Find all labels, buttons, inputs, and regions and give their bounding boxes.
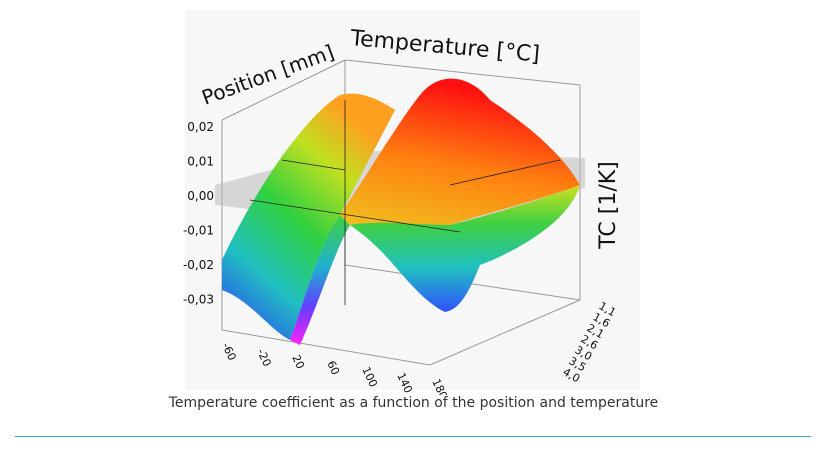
surface-peak xyxy=(340,78,580,226)
surface-bowl xyxy=(350,185,580,312)
tc-tick-label: 0,00 xyxy=(187,189,214,203)
tc-tick-label: 0,02 xyxy=(187,120,214,134)
caption: Temperature coefficient as a function of… xyxy=(168,395,659,411)
divider xyxy=(15,436,811,437)
tc-tick-label: -0,01 xyxy=(183,224,214,238)
surface-valley xyxy=(290,215,350,345)
temperature-tick-label: 60 xyxy=(324,359,342,377)
surface-left xyxy=(222,93,395,340)
tc-axis-label: TC [1/K] xyxy=(596,161,621,250)
temperature-tick-label: 20 xyxy=(289,353,307,371)
surface-plot: 0,020,010,00-0,01-0,02-0,03 -60 -20 20 60 10… xyxy=(182,25,621,395)
cross-lines xyxy=(249,100,561,305)
tc-tick-label: -0,03 xyxy=(183,293,214,307)
tc-tick-label: -0,02 xyxy=(183,258,214,272)
tc-tick-label: 0,01 xyxy=(187,155,214,169)
tc-ticks: 0,02 0,01 0,00 -0,01 -0,02 -0,03 xyxy=(183,120,214,307)
